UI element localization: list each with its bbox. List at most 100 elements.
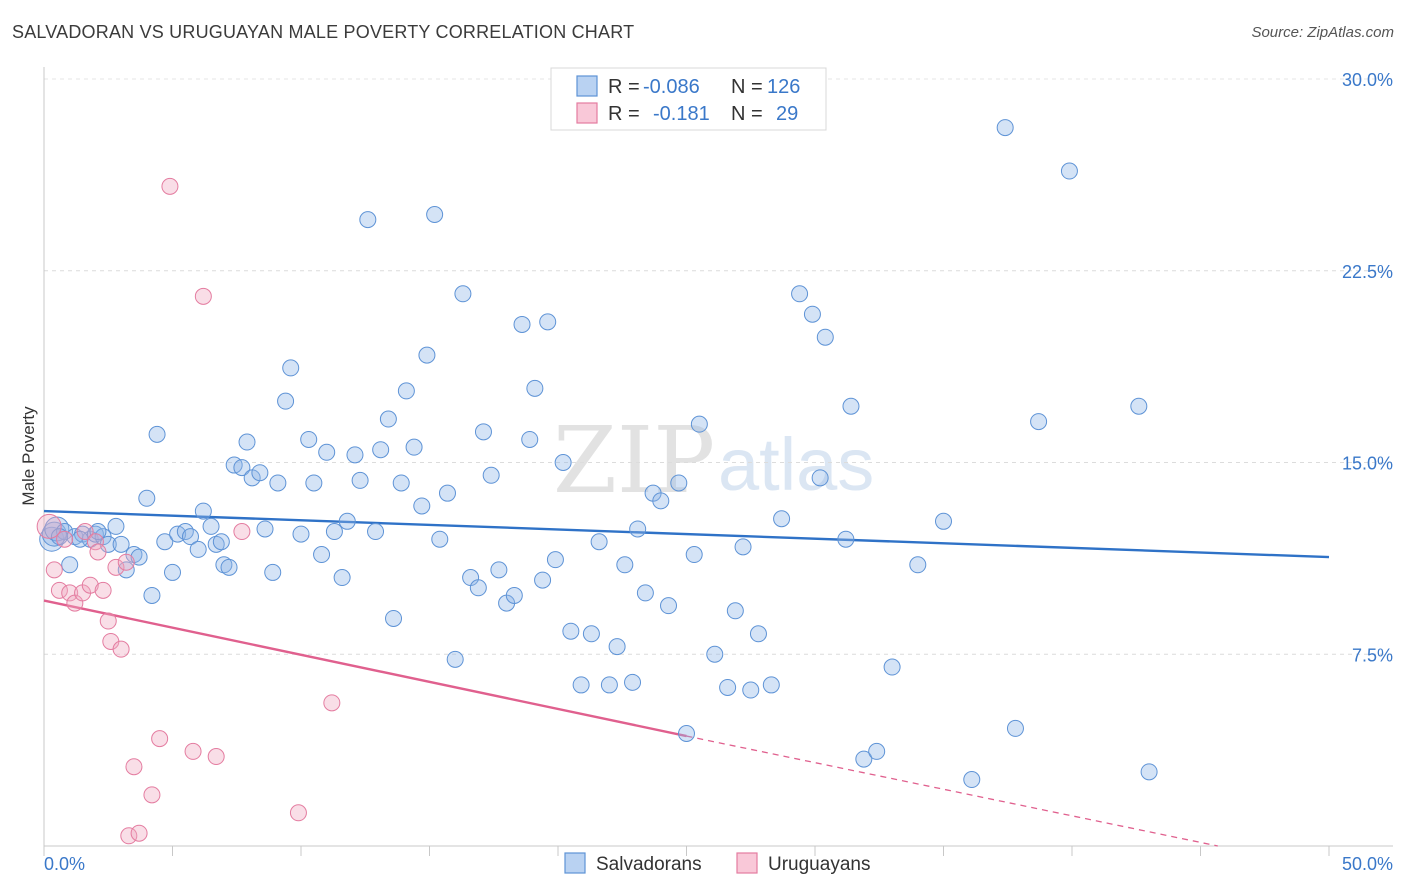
salvadoran-point [719, 678, 737, 696]
salvadoran-point [372, 441, 390, 459]
correlation-legend: R = -0.086 N = 126 R = -0.181 N = 29 [550, 67, 827, 131]
salvadoran-point [608, 638, 626, 656]
salvadoran-point [426, 206, 444, 224]
uruguayan-point [130, 824, 148, 842]
trend-lines [43, 509, 1330, 847]
salvadoran-point [313, 546, 331, 564]
salvadoran-point [868, 742, 886, 760]
uruguayan-point [50, 581, 68, 599]
salvadoran-point [89, 523, 107, 541]
legend-n-label-uruguayans: N = [731, 103, 763, 125]
salvadoran-point [726, 602, 744, 620]
salvadoran-point [546, 551, 564, 569]
salvadorans-points [39, 119, 1158, 789]
salvadoran-point [181, 528, 199, 546]
y-tick-label: 7.5% [1352, 645, 1393, 665]
salvadoran-point [292, 525, 310, 543]
salvadoran-point [264, 563, 282, 581]
salvadoran-point [490, 561, 508, 579]
uruguayan-point [45, 561, 63, 579]
uruguayans-trend-extension [686, 735, 1218, 847]
uruguayan-point [36, 513, 62, 539]
salvadoran-point [935, 512, 952, 530]
uruguayan-point [143, 786, 161, 804]
salvadoran-point [164, 563, 181, 581]
salvadoran-point [469, 579, 487, 597]
y-tick-label: 22.5% [1342, 262, 1393, 282]
salvadoran-point [521, 430, 539, 448]
uruguayan-point [184, 742, 202, 760]
salvadoran-point [1060, 162, 1078, 180]
watermark-zip: ZIP [553, 407, 715, 514]
salvadoran-point [438, 484, 456, 502]
salvadoran-point [156, 533, 174, 551]
bottom-legend-label-uruguayans: Uruguayans [768, 854, 870, 875]
salvadoran-point [652, 492, 670, 510]
salvadoran-point [762, 676, 780, 694]
salvadoran-point [446, 650, 464, 668]
y-axis-label: Male Poverty [19, 406, 38, 506]
salvadoran-point [220, 558, 238, 576]
salvadoran-point [816, 328, 834, 346]
salvadoran-point [277, 392, 295, 410]
uruguayan-point [125, 758, 143, 776]
salvadoran-point [50, 528, 68, 546]
salvadoran-point [526, 379, 544, 397]
salvadoran-point [734, 538, 752, 556]
salvadoran-point [660, 597, 678, 615]
salvadoran-point [554, 454, 572, 471]
salvadoran-point [238, 433, 256, 451]
bottom-legend-swatch-uruguayans [736, 852, 758, 874]
salvadoran-point [318, 443, 336, 461]
salvadoran-point [300, 430, 318, 448]
salvadoran-point [338, 512, 356, 530]
salvadoran-point [505, 586, 523, 604]
legend-n-value-uruguayans: 29 [776, 103, 798, 125]
salvadoran-point [562, 622, 580, 640]
salvadoran-point [624, 673, 642, 691]
uruguayan-point [81, 576, 99, 594]
salvadoran-point [482, 466, 500, 484]
salvadoran-point [176, 523, 194, 541]
salvadoran-point [397, 382, 415, 400]
salvadoran-point [269, 474, 287, 492]
salvadoran-point [385, 609, 403, 627]
uruguayan-point [107, 558, 125, 576]
salvadoran-point [590, 533, 608, 551]
uruguayan-point [233, 523, 251, 541]
salvadoran-point [202, 517, 220, 535]
x-tick-label: 50.0% [1342, 854, 1393, 874]
salvadoran-point [189, 540, 207, 558]
axes [43, 67, 1393, 856]
salvadoran-point [534, 571, 552, 589]
salvadoran-point [690, 415, 708, 433]
uruguayan-point [112, 640, 130, 658]
uruguayan-point [207, 748, 225, 766]
salvadoran-point [811, 469, 829, 487]
legend-r-value-uruguayans: -0.181 [653, 103, 710, 125]
chart-title: SALVADORAN VS URUGUAYAN MALE POVERTY COR… [12, 22, 635, 42]
x-tick-label: 0.0% [44, 854, 85, 874]
legend-r-label-salvadorans: R = [608, 76, 640, 98]
salvadoran-point [706, 645, 724, 663]
uruguayan-point [56, 530, 74, 548]
uruguayan-point [89, 543, 107, 561]
salvadoran-point [629, 520, 647, 538]
salvadoran-point [572, 676, 590, 694]
salvadoran-point [148, 425, 166, 443]
salvadoran-point [413, 497, 431, 515]
uruguayan-point [99, 612, 117, 630]
salvadoran-point [346, 446, 364, 464]
salvadoran-point [61, 556, 79, 574]
watermark-atlas: atlas [718, 423, 874, 506]
salvadoran-point [670, 474, 688, 492]
salvadoran-point [130, 548, 148, 566]
uruguayan-point [120, 827, 138, 845]
legend-swatch-uruguayans [576, 102, 598, 124]
uruguayan-point [94, 581, 112, 599]
salvadoran-point [282, 359, 300, 377]
bottom-legend-swatch-salvadorans [564, 852, 586, 874]
salvadoran-point [855, 750, 873, 768]
salvadoran-point [616, 556, 634, 574]
salvadoran-point [207, 535, 225, 553]
